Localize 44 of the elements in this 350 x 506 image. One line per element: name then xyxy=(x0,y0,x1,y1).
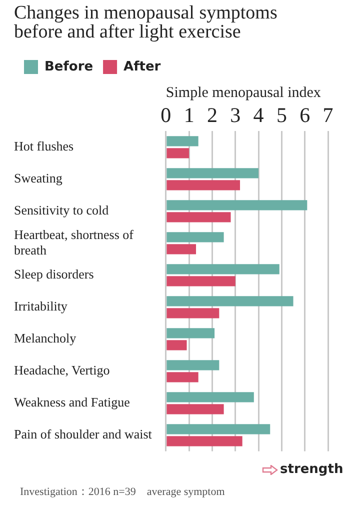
bar xyxy=(166,296,294,306)
bar xyxy=(166,424,270,434)
x-axis-title: Simple menopausal index xyxy=(166,84,322,101)
chart-title: Changes in menopausal symptoms before and after light exercise xyxy=(14,2,278,42)
bar xyxy=(166,360,220,370)
y-tick-label: Weakness and Fatigue xyxy=(14,394,130,410)
y-tick-label: Sleep disorders xyxy=(14,266,94,282)
legend-label: After xyxy=(124,59,162,74)
x-tick-label: 1 xyxy=(184,103,194,128)
x-tick-label: 2 xyxy=(206,103,218,128)
bar xyxy=(166,328,215,338)
bar xyxy=(166,212,231,222)
legend-label: Before xyxy=(44,59,94,74)
y-tick-label: Sweating xyxy=(14,170,63,186)
bar xyxy=(166,264,280,274)
bar xyxy=(166,392,254,402)
y-tick-label: Hot flushes xyxy=(14,138,74,154)
y-tick-label: Heartbeat, shortness of breath xyxy=(14,226,134,258)
x-tick-label: 6 xyxy=(300,103,310,128)
bar xyxy=(166,436,242,446)
bar xyxy=(166,372,198,382)
y-tick-label: Irritability xyxy=(14,298,68,314)
x-tick-label: 3 xyxy=(230,103,241,128)
bar xyxy=(166,308,220,318)
y-tick-label: Headache, Vertigo xyxy=(14,362,110,378)
x-tick-label: 0 xyxy=(160,103,172,128)
y-tick-label: Sensitivity to cold xyxy=(14,202,110,218)
bar xyxy=(166,136,198,146)
text: strength xyxy=(280,462,344,477)
bar xyxy=(166,168,259,178)
y-tick-label: Pain of shoulder and waist xyxy=(14,426,152,442)
bar xyxy=(166,200,308,210)
bar xyxy=(166,340,187,350)
text: Investigation：2016 n=39 average symptom xyxy=(20,485,225,499)
x-tick-label: 7 xyxy=(322,103,334,128)
bar xyxy=(166,404,224,414)
bar xyxy=(166,244,196,254)
x-tick-label: 5 xyxy=(276,103,287,128)
x-tick-label: 4 xyxy=(253,103,264,128)
bar xyxy=(166,232,224,242)
y-tick-label: Melancholy xyxy=(14,330,77,346)
bar xyxy=(166,148,190,158)
bar xyxy=(166,180,240,190)
bar xyxy=(166,276,236,286)
